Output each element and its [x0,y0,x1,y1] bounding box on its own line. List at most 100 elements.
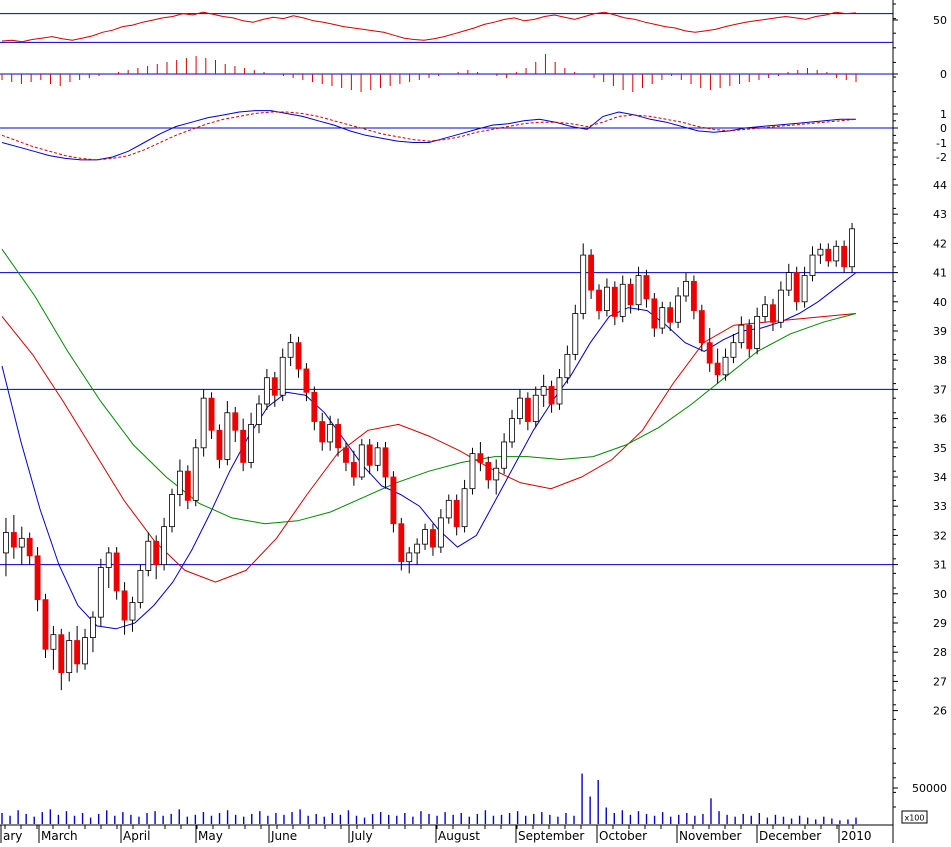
candle-body [311,391,318,422]
candle-body [683,280,689,297]
candle-body [722,356,729,376]
price-tick-label: 41 [933,267,947,280]
candle-body [414,543,421,554]
candle-body [3,532,9,554]
candle-body [540,386,547,396]
price-tick-label: 26 [933,705,947,718]
price-tick-label: 27 [933,675,947,688]
candle-body [777,289,784,323]
candle-body [350,461,357,478]
candle-body [643,275,650,300]
candle-body [548,386,555,405]
candle-body [224,412,231,460]
candle-body [762,304,768,317]
price-tick-label: 33 [933,500,947,513]
candle-body [698,310,705,344]
candle-body [627,283,634,306]
candle-body [532,394,539,422]
candle-body [588,254,595,291]
candle-body [263,377,270,405]
price-tick-label: 34 [933,471,947,484]
candle-body [849,228,855,268]
candle-body [358,444,365,478]
candle-body [82,637,88,665]
candle-body [335,424,341,449]
x-month-label: April [123,829,150,843]
candle-body [509,418,515,443]
candle-body [145,540,152,571]
candle-body [240,429,247,463]
candle-body [398,523,405,563]
candle-body [738,324,745,344]
ma-mid-line [1,313,857,583]
macd-signal-line [1,111,857,161]
ma-long-line [1,248,857,525]
candle-body [295,342,302,370]
candle-body [469,453,476,490]
price-tick-label: 37 [933,383,947,396]
x-month-label: 2010 [841,829,872,843]
macd-tick-label: -2 [936,151,947,164]
volume-tick-label: 50000 [912,782,947,795]
candle-body [129,602,136,621]
candle-body [374,447,381,466]
x-month-label: May [198,829,223,843]
candle-body [675,295,682,323]
candle-body [809,254,816,276]
macd-tick-label: 0 [940,122,947,135]
candle-body [216,429,223,460]
candle-body [366,444,373,466]
candle-body [390,476,397,525]
candle-body [10,532,17,548]
candle-body [113,552,120,592]
candle-body [137,570,144,603]
candle-body [232,412,239,431]
candle-body [26,537,33,557]
candle-body [192,447,199,501]
candle-body [50,634,57,650]
candle-body [524,397,531,422]
candle-body [801,275,808,303]
candle-body [714,362,721,376]
candle-body [477,453,484,463]
candle-body [572,313,579,355]
candle-body [603,286,610,311]
candle-body [437,517,444,548]
histogram-tick-label: 0 [940,68,947,81]
candle-body [90,616,96,638]
price-tick-label: 32 [933,529,947,542]
candle-body [74,640,81,665]
candle-body [248,424,255,463]
candle-body [841,245,848,268]
x-month-label: March [41,829,78,843]
candle-body [556,377,563,405]
candle-body [319,421,326,443]
candle-body [833,245,840,262]
price-panel [0,222,893,691]
candle-body [422,529,428,545]
candle-body [208,397,215,431]
x-month-label: June [270,829,297,843]
candle-body [706,342,713,364]
price-tick-label: 31 [933,559,947,572]
price-tick-label: 28 [933,646,947,659]
candle-body [793,272,800,303]
candle-body [121,590,128,621]
price-tick-label: 43 [933,208,947,221]
candle-body [580,254,587,314]
volume-panel [1,773,857,824]
rsi-tick-label: 50 [933,14,947,27]
candle-body [271,377,278,396]
x-month-label: November [679,829,741,843]
macd-tick-label: -1 [936,137,947,150]
candle-body [430,529,436,548]
x-month-label: July [350,829,373,843]
candle-body [596,289,602,311]
candle-body [825,248,832,262]
macd-tick-label: 1 [940,108,947,121]
candle-body [161,526,168,566]
candle-body [619,283,626,317]
candle-body [200,397,207,449]
